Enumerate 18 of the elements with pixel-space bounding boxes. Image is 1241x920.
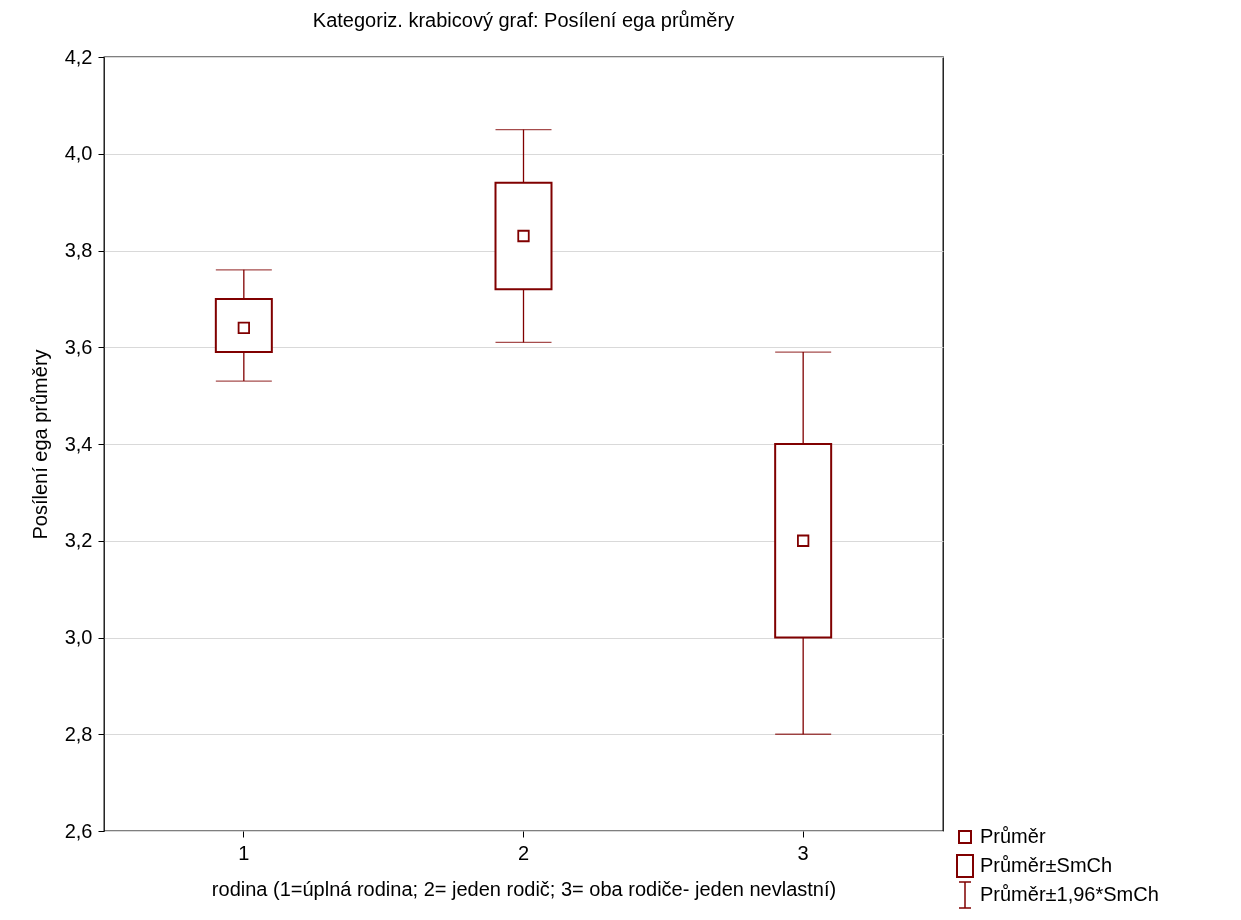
y-tick-label: 3,0: [64, 626, 93, 648]
y-tick-label: 3,8: [64, 239, 93, 261]
x-tick-label: 3: [797, 841, 809, 864]
y-tick-label: 2,8: [64, 722, 93, 745]
y-tick-label: 2,6: [64, 819, 93, 842]
y-tick-label: 3,4: [64, 432, 93, 455]
y-tick-label: 3,6: [64, 335, 93, 358]
text: Průměr±SmCh: [980, 853, 1113, 878]
y-axis-title: Posílení ega průměry: [28, 349, 51, 540]
x-axis-title: rodina (1=úplná rodina; 2= jeden rodič; 3= oba rodiče- jeden nevlastní): [211, 877, 837, 900]
y-tick-label: 4,0: [64, 142, 93, 165]
text: Průměr: [980, 824, 1046, 849]
x-tick-label: 2: [517, 841, 530, 864]
y-tick-label: 3,2: [64, 529, 93, 552]
chart-title: Kategoriz. krabicový graf: Posílení ega průměry: [312, 9, 735, 31]
y-tick-label: 4,2: [64, 45, 93, 68]
x-tick-label: 1: [238, 841, 250, 864]
text: Průměr±1,96*SmCh: [980, 882, 1159, 907]
